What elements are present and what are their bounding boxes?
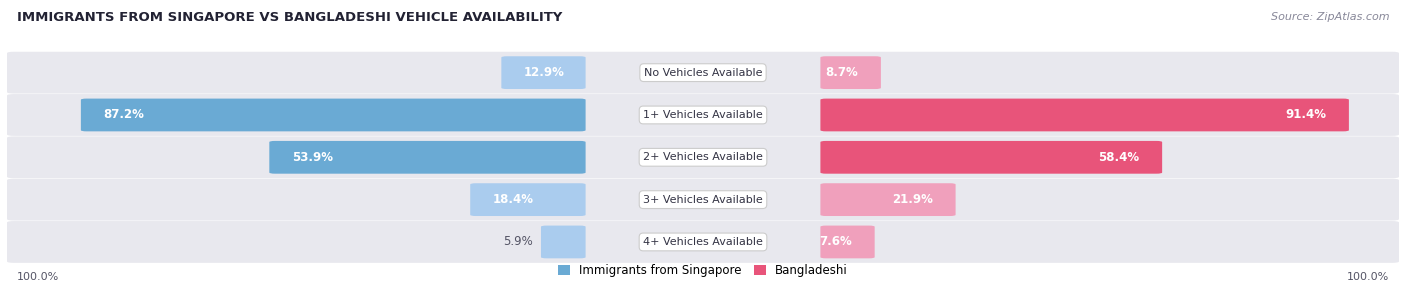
- Text: 4+ Vehicles Available: 4+ Vehicles Available: [643, 237, 763, 247]
- FancyBboxPatch shape: [7, 221, 1399, 263]
- Text: 100.0%: 100.0%: [17, 272, 59, 282]
- FancyBboxPatch shape: [821, 56, 882, 89]
- FancyBboxPatch shape: [821, 226, 875, 258]
- Legend: Immigrants from Singapore, Bangladeshi: Immigrants from Singapore, Bangladeshi: [558, 264, 848, 277]
- Text: 91.4%: 91.4%: [1285, 108, 1326, 122]
- FancyBboxPatch shape: [7, 52, 1399, 94]
- FancyBboxPatch shape: [821, 141, 1163, 174]
- FancyBboxPatch shape: [7, 94, 1399, 136]
- Text: 7.6%: 7.6%: [820, 235, 852, 249]
- FancyBboxPatch shape: [270, 141, 585, 174]
- Text: 87.2%: 87.2%: [104, 108, 145, 122]
- Text: 5.9%: 5.9%: [503, 235, 533, 249]
- FancyBboxPatch shape: [470, 183, 585, 216]
- FancyBboxPatch shape: [821, 99, 1348, 131]
- FancyBboxPatch shape: [541, 226, 585, 258]
- Text: 8.7%: 8.7%: [825, 66, 859, 79]
- Text: 2+ Vehicles Available: 2+ Vehicles Available: [643, 152, 763, 162]
- Text: 53.9%: 53.9%: [292, 151, 333, 164]
- Text: 21.9%: 21.9%: [893, 193, 934, 206]
- Text: 3+ Vehicles Available: 3+ Vehicles Available: [643, 195, 763, 204]
- Text: 1+ Vehicles Available: 1+ Vehicles Available: [643, 110, 763, 120]
- FancyBboxPatch shape: [7, 179, 1399, 221]
- Text: IMMIGRANTS FROM SINGAPORE VS BANGLADESHI VEHICLE AVAILABILITY: IMMIGRANTS FROM SINGAPORE VS BANGLADESHI…: [17, 11, 562, 24]
- FancyBboxPatch shape: [7, 136, 1399, 178]
- Text: 58.4%: 58.4%: [1098, 151, 1140, 164]
- Text: No Vehicles Available: No Vehicles Available: [644, 68, 762, 78]
- FancyBboxPatch shape: [502, 56, 585, 89]
- FancyBboxPatch shape: [821, 183, 956, 216]
- Text: 100.0%: 100.0%: [1347, 272, 1389, 282]
- Text: 18.4%: 18.4%: [492, 193, 534, 206]
- Text: 12.9%: 12.9%: [524, 66, 565, 79]
- FancyBboxPatch shape: [82, 99, 585, 131]
- Text: Source: ZipAtlas.com: Source: ZipAtlas.com: [1271, 12, 1389, 22]
